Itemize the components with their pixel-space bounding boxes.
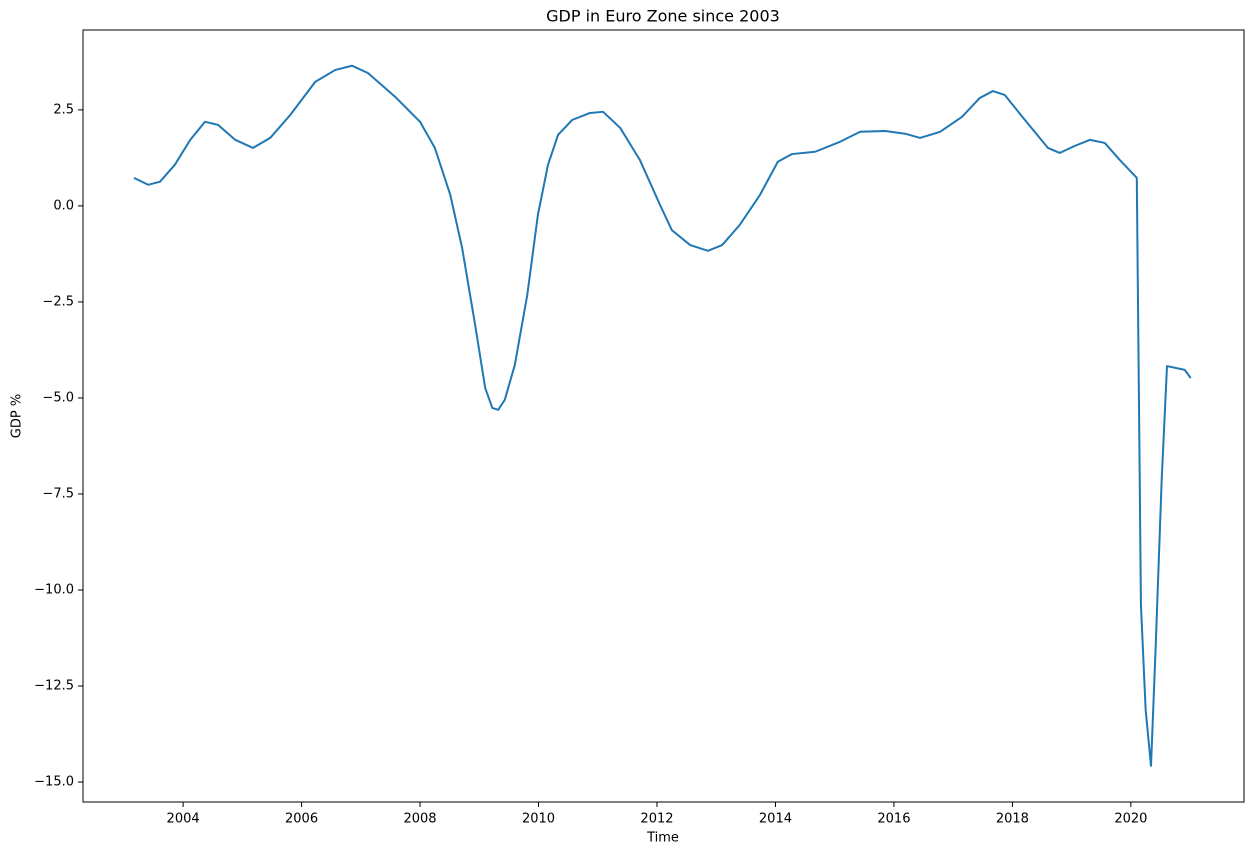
y-tick-label: −15.0	[34, 775, 74, 790]
y-tick-label: −12.5	[34, 679, 74, 694]
x-tick-label: 2016	[877, 812, 910, 827]
chart-title: GDP in Euro Zone since 2003	[546, 7, 780, 26]
y-tick-label: 0.0	[53, 198, 74, 213]
y-axis-label: GDP %	[10, 394, 25, 438]
x-tick-label: 2020	[1114, 812, 1147, 827]
y-tick-label: 2.5	[53, 102, 74, 117]
data-line	[133, 64, 1192, 767]
y-tick-label: −5.0	[42, 390, 74, 405]
plot-frame	[82, 29, 1245, 803]
x-tick-label: 2010	[522, 812, 555, 827]
y-tick-label: −10.0	[34, 582, 74, 597]
x-tick-label: 2018	[996, 812, 1029, 827]
x-tick-label: 2012	[640, 812, 673, 827]
y-tick-label: −2.5	[42, 294, 74, 309]
x-tick-label: 2014	[759, 812, 792, 827]
x-axis-label: Time	[646, 831, 679, 846]
x-tick-label: 2006	[285, 812, 318, 827]
x-tick-label: 2008	[403, 812, 436, 827]
x-tick-label: 2004	[167, 812, 200, 827]
y-tick-label: −7.5	[42, 486, 74, 501]
